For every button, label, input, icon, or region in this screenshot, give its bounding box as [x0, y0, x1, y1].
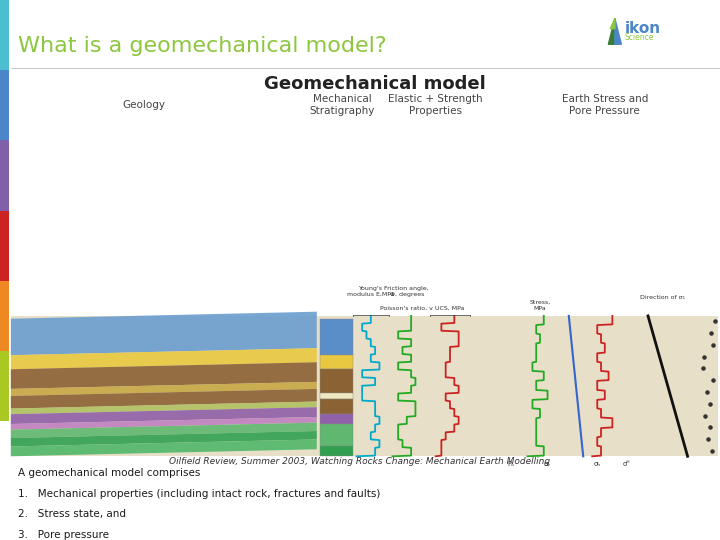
- Text: Poisson's ratio, v: Poisson's ratio, v: [380, 306, 433, 310]
- Bar: [320, 414, 353, 424]
- Polygon shape: [11, 407, 317, 424]
- Bar: [320, 424, 353, 447]
- Text: Stress,
MPa: Stress, MPa: [529, 300, 551, 310]
- Text: Science: Science: [625, 33, 654, 42]
- Text: 1.   Mechanical properties (including intact rock, fractures and faults): 1. Mechanical properties (including inta…: [18, 489, 380, 498]
- Point: [700, 411, 711, 420]
- Point: [708, 376, 719, 384]
- Text: σᵥ: σᵥ: [544, 461, 551, 467]
- Point: [698, 364, 709, 373]
- Polygon shape: [615, 18, 621, 44]
- Bar: [320, 399, 353, 414]
- Bar: [320, 447, 353, 456]
- Bar: [320, 393, 353, 399]
- Text: UCS, MPa: UCS, MPa: [436, 306, 464, 310]
- Bar: [0, 140, 9, 211]
- Polygon shape: [11, 431, 317, 447]
- Point: [701, 388, 713, 396]
- Point: [698, 352, 710, 361]
- Text: Young's
modulus E,MPa: Young's modulus E,MPa: [347, 286, 395, 297]
- Text: σₕ: σₕ: [594, 461, 601, 467]
- Text: Geomechanical model: Geomechanical model: [264, 75, 485, 93]
- Text: 2.   Stress state, and: 2. Stress state, and: [18, 509, 126, 519]
- Text: Elastic + Strength
Properties: Elastic + Strength Properties: [388, 94, 483, 117]
- Text: σᴴ: σᴴ: [623, 461, 630, 467]
- Polygon shape: [11, 382, 317, 396]
- Bar: [0, 351, 9, 421]
- Text: ikon: ikon: [625, 21, 661, 36]
- Bar: [0, 0, 9, 70]
- Text: Direction of σ₁: Direction of σ₁: [640, 295, 685, 300]
- Text: 3.   Pore pressure: 3. Pore pressure: [18, 530, 109, 539]
- Point: [706, 447, 718, 455]
- Polygon shape: [11, 389, 317, 409]
- Polygon shape: [11, 423, 317, 438]
- Text: Pₒ: Pₒ: [508, 461, 515, 467]
- Bar: [320, 355, 353, 369]
- Polygon shape: [608, 18, 615, 44]
- Polygon shape: [11, 348, 317, 369]
- Text: Oilfield Review, Summer 2003, Watching Rocks Change: Mechanical Earth Modelling: Oilfield Review, Summer 2003, Watching R…: [169, 457, 551, 466]
- Bar: [0, 211, 9, 281]
- Bar: [0, 70, 9, 140]
- Point: [704, 423, 716, 431]
- Text: Mechanical
Stratigraphy: Mechanical Stratigraphy: [310, 94, 374, 117]
- Bar: [11, 316, 718, 456]
- Point: [704, 400, 716, 408]
- Point: [702, 435, 714, 443]
- Bar: [0, 421, 9, 540]
- Polygon shape: [11, 417, 317, 430]
- Point: [707, 341, 719, 349]
- Point: [706, 329, 717, 338]
- Text: What is a geomechanical model?: What is a geomechanical model?: [18, 36, 387, 56]
- Polygon shape: [611, 18, 615, 29]
- Polygon shape: [11, 440, 317, 456]
- Polygon shape: [11, 402, 317, 414]
- Text: A geomechanical model comprises: A geomechanical model comprises: [18, 468, 200, 478]
- Bar: [0, 281, 9, 351]
- Text: Earth Stress and
Pore Pressure: Earth Stress and Pore Pressure: [562, 94, 648, 117]
- Point: [709, 317, 720, 326]
- Polygon shape: [11, 362, 317, 389]
- Text: Friction angle,
Φ, degrees: Friction angle, Φ, degrees: [384, 286, 429, 297]
- Bar: [320, 369, 353, 393]
- Text: Geology: Geology: [122, 100, 166, 110]
- Polygon shape: [11, 312, 317, 355]
- Bar: [320, 319, 353, 355]
